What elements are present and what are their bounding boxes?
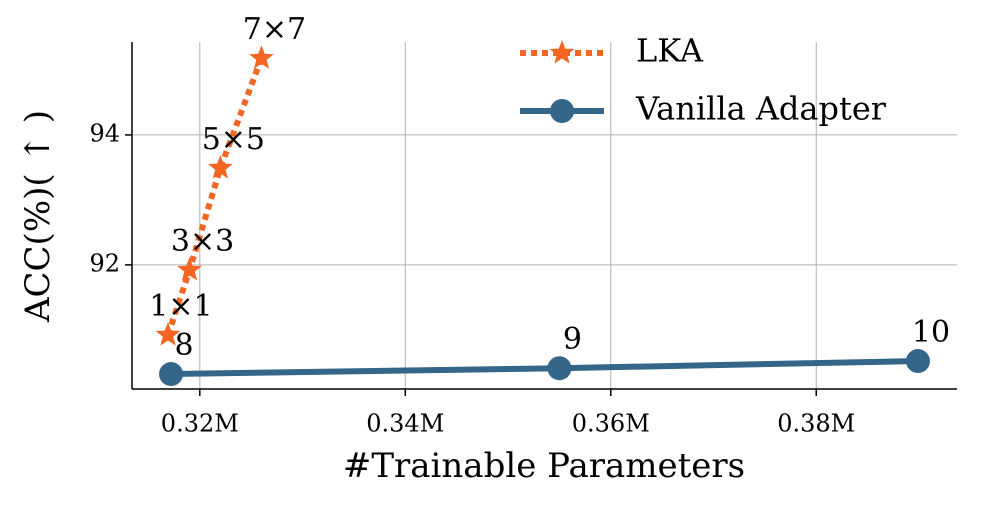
series-line bbox=[165, 57, 265, 337]
y-tick-label: 94 bbox=[89, 119, 120, 147]
y-tick-label: 92 bbox=[89, 249, 120, 277]
marker bbox=[177, 257, 202, 281]
marker bbox=[547, 356, 572, 381]
x-tick-label: 0.36M bbox=[572, 410, 650, 438]
point-label: 9 bbox=[563, 322, 582, 357]
x-tick-label: 0.34M bbox=[366, 410, 444, 438]
point-label: 10 bbox=[912, 315, 950, 350]
point-label: 1×1 bbox=[149, 289, 212, 324]
marker bbox=[249, 45, 274, 69]
x-axis-label: #Trainable Parameters bbox=[343, 446, 745, 486]
legend-label: LKA bbox=[636, 32, 704, 70]
legend-marker bbox=[550, 99, 574, 123]
legend-marker bbox=[549, 40, 575, 64]
x-tick-label: 0.32M bbox=[161, 410, 239, 438]
legend-label: Vanilla Adapter bbox=[635, 90, 887, 128]
x-tick-label: 0.38M bbox=[777, 410, 855, 438]
point-label: 3×3 bbox=[171, 224, 234, 259]
marker bbox=[155, 322, 181, 346]
marker bbox=[208, 155, 233, 179]
point-label: 8 bbox=[174, 328, 193, 363]
point-label: 7×7 bbox=[243, 12, 306, 47]
y-axis-label: ACC(%)( ↑ ) bbox=[18, 110, 58, 323]
series-line bbox=[170, 358, 919, 378]
marker bbox=[159, 362, 184, 387]
point-label: 5×5 bbox=[202, 122, 265, 157]
marker bbox=[905, 349, 930, 374]
